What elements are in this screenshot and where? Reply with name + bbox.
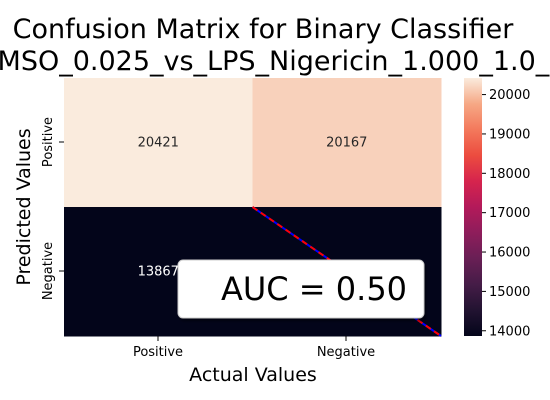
colorbar-tick-label: 20000 — [489, 88, 530, 103]
cell-value: 20421 — [138, 136, 179, 151]
colorbar: 14000 15000 16000 17000 18000 19000 20000 — [464, 78, 530, 339]
y-tick-positive: Positive — [41, 117, 56, 167]
x-axis-label: Actual Values — [189, 364, 317, 386]
colorbar-tick-label: 17000 — [489, 206, 530, 221]
auc-box — [177, 259, 425, 319]
y-axis-label: Predicted Values — [13, 128, 35, 285]
cell-value: 20167 — [326, 136, 367, 151]
cell-value: 13867 — [138, 265, 179, 280]
y-tick-negative: Negative — [41, 242, 56, 300]
x-tick-negative: Negative — [317, 345, 375, 360]
colorbar-tick-label: 19000 — [489, 127, 530, 142]
colorbar-tick-label: 15000 — [489, 285, 530, 300]
heatmap-cell — [64, 78, 253, 208]
chart-title-line-1: Confusion Matrix for Binary Classifier — [13, 14, 515, 45]
x-tick-positive: Positive — [133, 345, 183, 360]
colorbar-gradient — [464, 78, 482, 336]
colorbar-tick-label: 16000 — [489, 246, 530, 261]
colorbar-ticks: 14000 15000 16000 17000 18000 19000 20000 — [482, 88, 530, 339]
chart-title-line-2: DMSO_0.025_vs_LPS_Nigericin_1.000_1.0_ — [0, 46, 550, 77]
y-axis: Positive Negative Predicted Values — [13, 117, 64, 300]
heatmap-cell — [252, 78, 442, 208]
x-axis: Positive Negative Actual Values — [133, 336, 375, 386]
auc-text: AUC = 0.50 — [221, 270, 407, 308]
colorbar-tick-label: 18000 — [489, 167, 530, 182]
auc-legend: AUC = 0.50 — [177, 259, 425, 319]
colorbar-tick-label: 14000 — [489, 324, 530, 339]
